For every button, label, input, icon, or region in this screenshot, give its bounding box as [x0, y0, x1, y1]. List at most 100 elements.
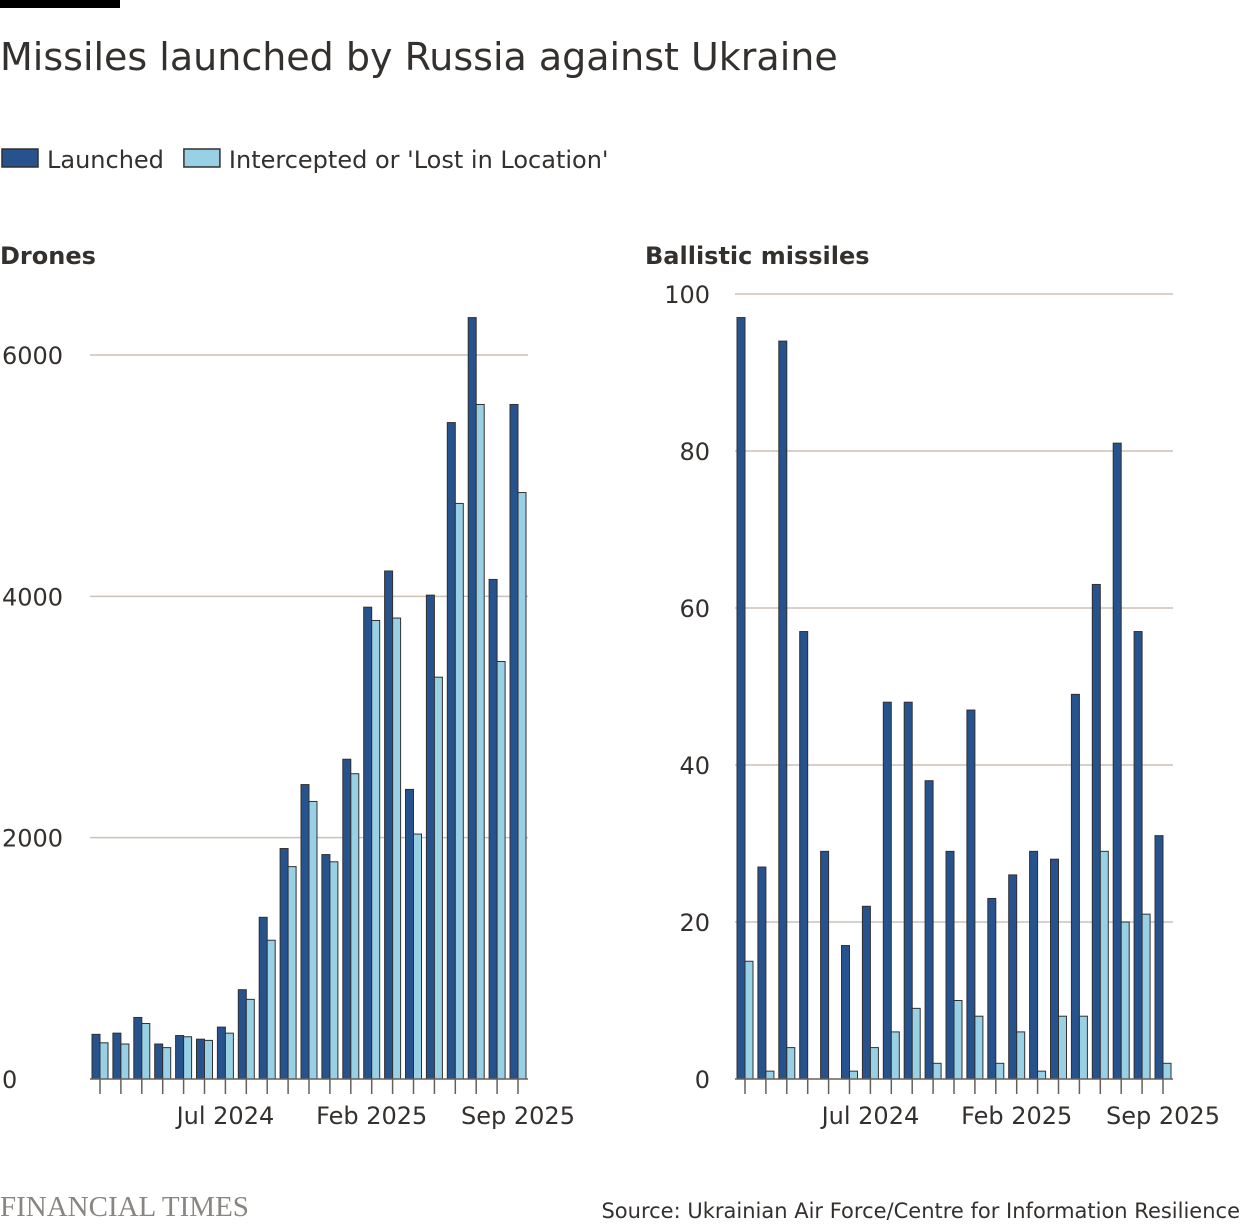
bar	[974, 1015, 984, 1080]
bar	[1058, 1015, 1067, 1080]
bar	[133, 1016, 143, 1080]
bar	[279, 848, 289, 1080]
bar	[736, 317, 746, 1080]
bar	[112, 1032, 122, 1080]
y-tick-label: 100	[664, 281, 710, 309]
bar	[321, 854, 331, 1080]
top-bar	[0, 0, 120, 8]
bar	[1099, 850, 1109, 1080]
bar	[1029, 850, 1039, 1080]
bar	[196, 1038, 205, 1080]
bar	[245, 998, 255, 1080]
bar	[995, 1062, 1005, 1080]
bar	[841, 945, 850, 1080]
bar	[183, 1036, 193, 1080]
bar	[1016, 1031, 1026, 1080]
bar	[1141, 913, 1151, 1080]
bar	[287, 866, 297, 1080]
legend-label: Launched	[47, 146, 164, 174]
y-tick-label: 4000	[2, 583, 63, 611]
y-tick-label: 6000	[2, 342, 63, 370]
bar	[488, 578, 498, 1080]
y-tick-label: 20	[679, 909, 710, 937]
bar	[266, 939, 276, 1080]
x-tick-label: Sep 2025	[1106, 1102, 1220, 1130]
bar	[425, 594, 435, 1080]
bar	[1008, 874, 1018, 1080]
bar	[1120, 921, 1130, 1080]
bar	[869, 1047, 879, 1080]
y-tick-label: 2000	[2, 825, 63, 853]
bar	[91, 1033, 101, 1080]
bar	[1091, 583, 1101, 1080]
x-tick-label: Feb 2025	[961, 1102, 1072, 1130]
panel-title: Drones	[0, 242, 96, 270]
bar	[932, 1062, 942, 1080]
bar	[890, 1031, 900, 1080]
bar	[849, 1070, 858, 1080]
bar	[99, 1042, 109, 1080]
x-tick-label: Feb 2025	[316, 1102, 427, 1130]
bar	[786, 1047, 796, 1080]
bar	[1050, 858, 1059, 1080]
bar	[757, 866, 767, 1080]
bar	[446, 422, 456, 1080]
x-tick-label: Sep 2025	[461, 1102, 575, 1130]
bar	[911, 1007, 921, 1080]
bar	[1112, 442, 1122, 1080]
bar	[1037, 1070, 1047, 1080]
bar	[744, 960, 754, 1080]
bar	[778, 340, 788, 1080]
bar	[216, 1026, 226, 1080]
bar	[308, 800, 318, 1080]
panel-title: Ballistic missiles	[645, 242, 870, 270]
bar	[903, 701, 913, 1080]
bar	[882, 701, 892, 1080]
bar	[384, 570, 394, 1080]
bar	[204, 1039, 213, 1080]
bar	[799, 631, 809, 1080]
bar	[496, 660, 506, 1080]
legend-swatch	[1, 148, 39, 168]
legend-swatch	[183, 148, 221, 168]
logo: FINANCIAL TIMES	[0, 1191, 249, 1223]
y-tick-label: 80	[679, 438, 710, 466]
bar	[154, 1043, 164, 1080]
bar	[433, 676, 443, 1080]
bar	[765, 1070, 775, 1080]
x-tick-label: Jul 2024	[820, 1102, 920, 1130]
bar	[509, 403, 519, 1080]
bar	[1154, 835, 1164, 1080]
legend-label: Intercepted or 'Lost in Location'	[229, 146, 609, 174]
bar	[467, 317, 477, 1080]
bar	[350, 773, 360, 1080]
bar	[300, 784, 310, 1080]
chart-title: Missiles launched by Russia against Ukra…	[0, 35, 838, 79]
bar	[1162, 1062, 1172, 1080]
y-tick-label: 0	[2, 1066, 17, 1094]
bar	[945, 850, 955, 1080]
bar	[1133, 631, 1143, 1080]
bar	[371, 619, 381, 1080]
bar	[861, 905, 871, 1080]
y-tick-label: 60	[679, 595, 710, 623]
y-tick-label: 0	[695, 1066, 710, 1094]
bar	[224, 1032, 234, 1080]
bar	[141, 1022, 151, 1080]
bar	[517, 492, 527, 1080]
bar	[413, 833, 422, 1080]
source: Source: Ukrainian Air Force/Centre for I…	[601, 1199, 1240, 1223]
y-tick-label: 40	[679, 752, 710, 780]
bar	[162, 1047, 172, 1080]
x-tick-label: Jul 2024	[175, 1102, 275, 1130]
bar	[475, 403, 485, 1080]
bar	[363, 606, 373, 1080]
bar	[1070, 693, 1080, 1080]
bar	[953, 1000, 963, 1080]
bar	[342, 758, 352, 1080]
bar	[454, 502, 464, 1080]
bar	[405, 788, 414, 1080]
bar	[237, 989, 247, 1080]
